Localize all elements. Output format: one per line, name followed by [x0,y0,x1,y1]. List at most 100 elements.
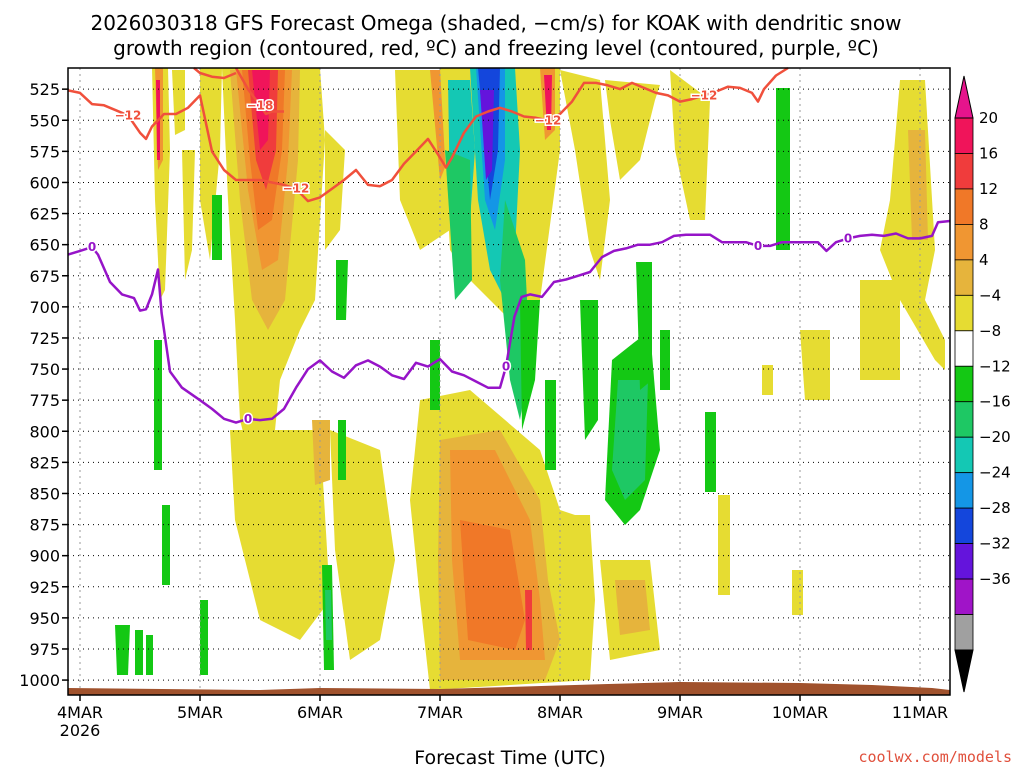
y-tick-label: 950 [29,609,60,628]
y-tick-label: 600 [29,173,60,192]
colorbar-label: −24 [979,464,1011,482]
y-tick-label: 975 [29,640,60,659]
omega-upward-area [800,330,830,400]
freezing-level-line-label: 0 [754,239,762,253]
colorbar-bin [954,330,974,367]
x-tick-label: 8MAR [537,703,583,722]
omega-downward-area [146,635,153,675]
credit-link[interactable]: coolwx.com/models [858,748,1012,766]
omega-downward-area [135,630,143,675]
omega-shading [115,68,945,690]
omega-upward-area [792,570,803,615]
omega-downward-area [200,600,208,675]
colorbar-bin [954,614,974,651]
colorbar-bin [954,294,974,332]
colorbar-bin [954,543,974,580]
omega-upward-area [325,130,345,250]
isotherm-top-fragment [193,67,237,80]
isotherm-minus12-line-label: −12 [115,108,142,122]
omega-downward-area [212,195,222,260]
y-tick-label: 925 [29,578,60,597]
colorbar-label: 4 [979,251,989,269]
omega-downward-area [430,340,440,410]
omega-upward-area [182,150,195,280]
omega-downward-area [660,330,670,390]
omega-upward-area [230,430,330,640]
y-tick-label: 900 [29,547,60,566]
x-tick-label: 6MAR [297,703,343,722]
omega-upward-area [605,80,660,180]
x-tick-label: 11MAR [892,703,948,722]
y-tick-label: 800 [29,422,60,441]
omega-downward-area [338,420,346,480]
colorbar-bin [954,507,974,544]
colorbar-bottom-arrow [954,649,974,693]
y-tick-label: 575 [29,142,60,161]
colorbar-label: 20 [979,109,998,127]
colorbar-bin [954,365,974,403]
colorbar-label: −4 [979,286,1001,304]
x-tick-label: 7MAR [417,703,463,722]
y-tick-label: 650 [29,236,60,255]
colorbar-bin [954,153,974,190]
y-tick-label: 525 [29,80,60,99]
colorbar-bin [954,223,974,261]
x-tick-label: 10MAR [772,703,828,722]
colorbar-label: −12 [979,357,1011,375]
colorbar-label: −8 [979,322,1001,340]
freezing-level-line-label: 0 [844,231,852,245]
colorbar-bin [954,436,974,474]
colorbar-bin [954,117,974,154]
ground-surface [68,682,950,695]
colorbar-label: −36 [979,570,1011,588]
colorbar-label: −32 [979,535,1011,553]
y-tick-label: 775 [29,391,60,410]
y-tick-label: 850 [29,484,60,503]
omega-downward-area [776,88,790,250]
freezing-level-line [67,219,951,424]
omega-upward-area [615,580,650,635]
omega-downward-area [545,380,556,470]
x-tick-year-label: 2026 [60,721,101,740]
x-tick-label: 4MAR [57,703,103,722]
plot-frame [67,67,951,696]
colorbar-label: −16 [979,393,1011,411]
chart-gridlines [68,68,950,695]
isotherm-minus12-line [67,66,789,203]
omega-upward-area [525,590,532,650]
omega-downward-area [325,590,332,640]
omega-downward-area [162,505,170,585]
chart-axes: 525 550 575 600 625 650 675 700 725 750 775 800 825 8… [19,67,951,740]
colorbar-label: 16 [979,144,998,162]
omega-upward-area [330,430,395,660]
isotherm-minus12-line-label: −12 [535,113,562,127]
colorbar-label: 12 [979,180,998,198]
y-tick-label: 550 [29,111,60,130]
colorbar-bin [954,188,974,225]
omega-upward-area [762,365,773,395]
y-tick-label: 750 [29,360,60,379]
omega-upward-area [860,280,900,380]
omega-upward-area [560,70,610,280]
omega-downward-area [336,260,348,320]
colorbar-bin [954,259,974,296]
omega-upward-area [670,70,710,220]
y-tick-label: 875 [29,516,60,535]
omega-upward-area [718,495,730,595]
omega-downward-area [636,262,652,390]
colorbar-label: −28 [979,499,1011,517]
omega-upward-area [172,70,185,135]
chart-title-line-1: 2026030318 GFS Forecast Omega (shaded, −… [90,11,901,35]
omega-upward-area [520,300,540,430]
colorbar-label: −20 [979,428,1011,446]
y-tick-label: 1000 [19,671,60,690]
freezing-level-line-label: 0 [88,240,96,254]
omega-downward-area [705,412,716,492]
colorbar: 20 16 12 8 4 −4 −8 −12 −16 −20 −24 −28 −32 −36 [954,75,1011,693]
omega-upward-area [572,515,592,610]
y-tick-label: 725 [29,329,60,348]
colorbar-bin [954,401,974,438]
colorbar-label: 8 [979,215,989,233]
ground-fill [68,682,950,695]
